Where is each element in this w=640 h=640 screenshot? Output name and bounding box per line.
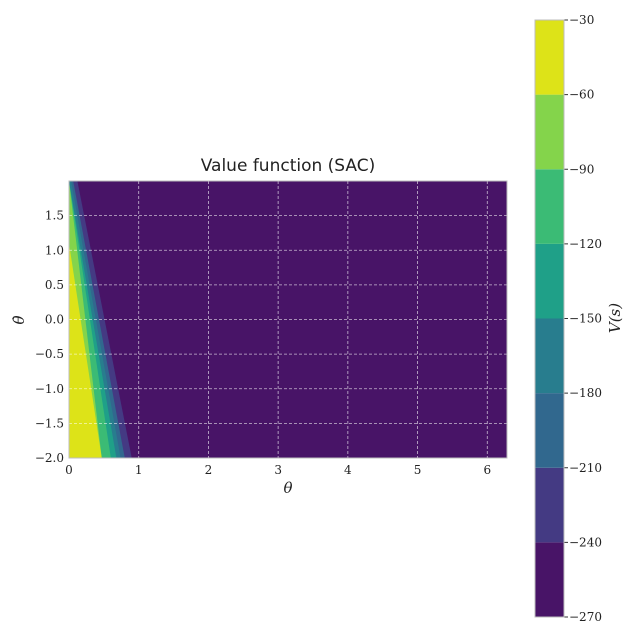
y-tick-label-4: 0.0 <box>45 313 64 327</box>
colorbar-segment-4 <box>535 243 564 319</box>
colorbar-segment-2 <box>535 393 564 468</box>
contour-band-7 <box>69 243 102 458</box>
x-tick-label-4: 4 <box>344 463 352 477</box>
y-tick-label-3: −0.5 <box>35 347 64 361</box>
colorbar <box>535 20 564 617</box>
colorbar-segment-3 <box>535 318 564 394</box>
y-tick-label-7: 1.5 <box>45 209 64 223</box>
colorbar-segment-5 <box>535 169 564 244</box>
colorbar-tick-label-4: −150 <box>569 312 602 326</box>
y-tick-label-6: 1.0 <box>45 243 64 257</box>
y-axis-label: θ̇ <box>10 315 28 324</box>
y-tick-label-0: −2.0 <box>35 451 64 465</box>
y-tick-label-1: −1.5 <box>35 416 64 430</box>
colorbar-label: V(s) <box>606 303 624 333</box>
x-tick-label-2: 2 <box>205 463 213 477</box>
x-tick-label-0: 0 <box>65 463 73 477</box>
colorbar-segment-1 <box>535 467 564 543</box>
colorbar-tick-label-0: −270 <box>569 610 602 624</box>
chart-title: Value function (SAC) <box>201 156 376 176</box>
colorbar-ticks: −270 −240 −210 −180 −150 −120 −90 −60 −30 <box>564 13 602 624</box>
colorbar-tick-label-5: −120 <box>569 237 602 251</box>
y-axis-ticks: −2.0 −1.5 −1.0 −0.5 0.0 0.5 1.0 1.5 <box>35 209 64 465</box>
y-tick-label-5: 0.5 <box>45 278 64 292</box>
x-axis-ticks: 0 1 2 3 4 5 6 <box>65 463 491 477</box>
plot-grid <box>69 181 507 458</box>
colorbar-tick-label-1: −240 <box>569 535 602 549</box>
colorbar-tick-label-8: −30 <box>569 13 594 27</box>
colorbar-segment-0 <box>535 542 564 617</box>
colorbar-tick-label-3: −180 <box>569 386 602 400</box>
colorbar-tick-label-6: −90 <box>569 162 594 176</box>
colorbar-segment-6 <box>535 94 564 170</box>
colorbar-frame <box>534 19 565 618</box>
x-tick-label-3: 3 <box>274 463 282 477</box>
x-axis-label: θ <box>283 479 292 497</box>
colorbar-segment-7 <box>535 20 564 95</box>
x-tick-label-5: 5 <box>414 463 422 477</box>
colorbar-tick-label-7: −60 <box>569 88 594 102</box>
colorbar-tick-label-2: −210 <box>569 461 602 475</box>
x-tick-label-1: 1 <box>135 463 143 477</box>
y-tick-label-2: −1.0 <box>35 382 64 396</box>
x-tick-label-6: 6 <box>483 463 491 477</box>
plot-frame <box>68 180 508 459</box>
